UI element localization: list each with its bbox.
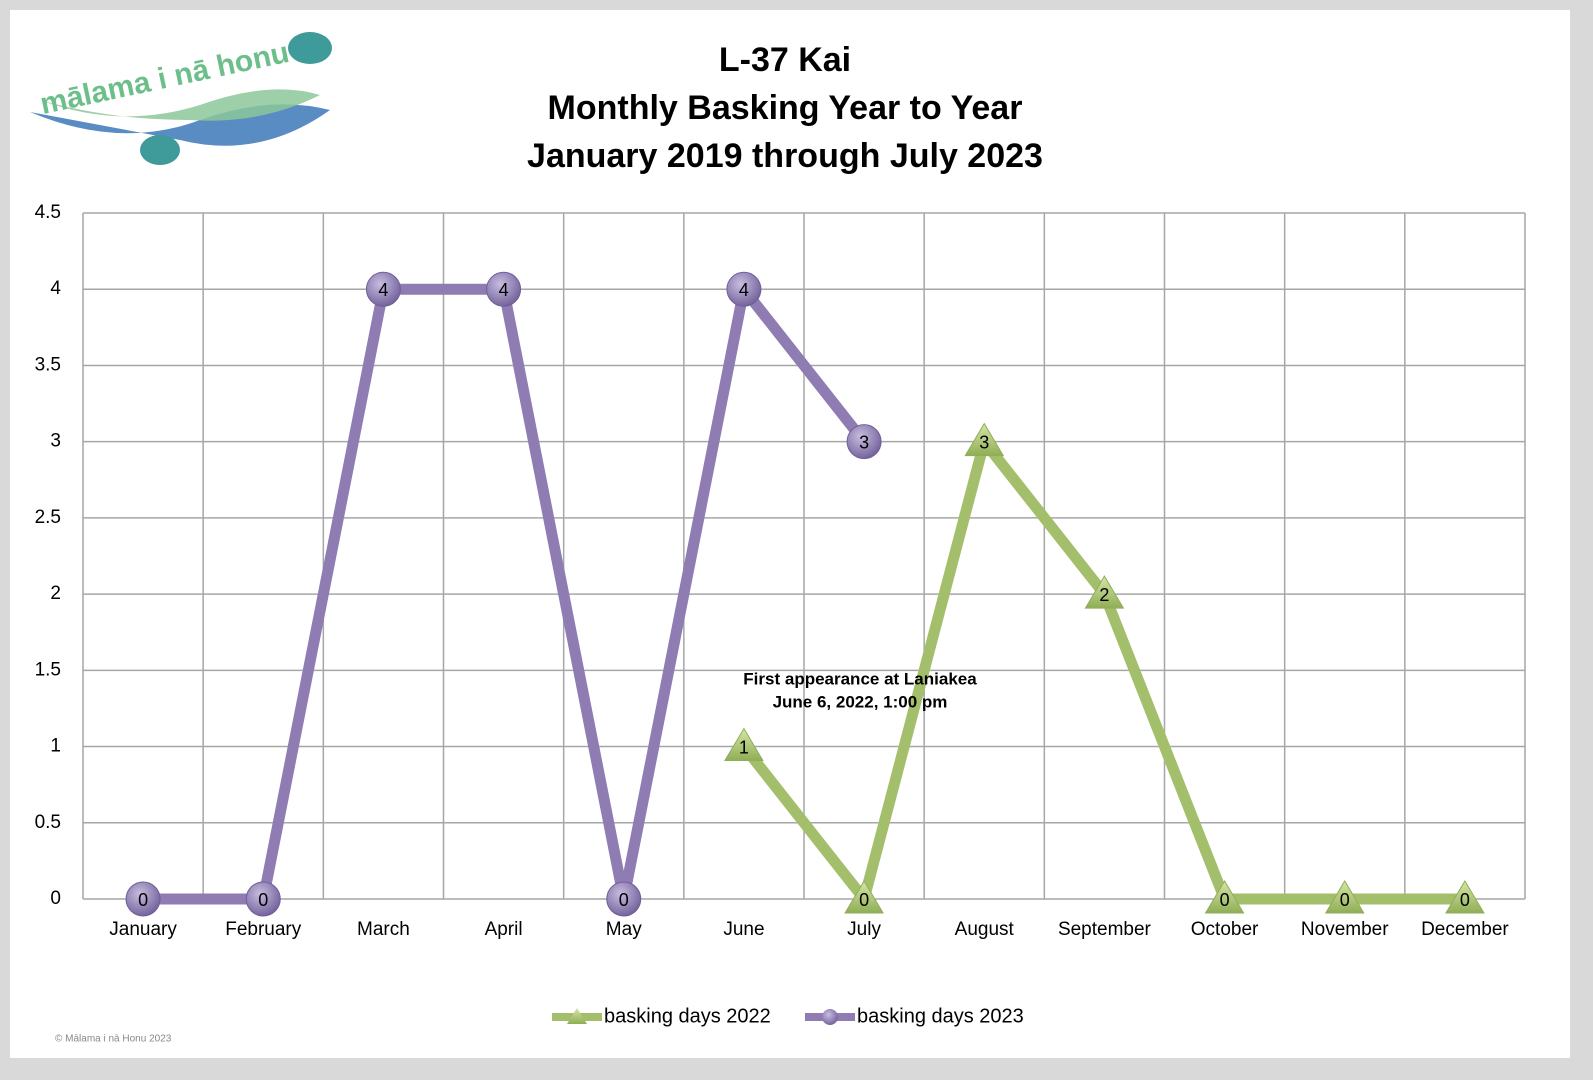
data-label: 0 [859, 890, 869, 910]
y-tick-label: 1 [50, 736, 61, 757]
footer: © Mālama i nā Honu 2023 [55, 1034, 172, 1045]
legend-label: basking days 2023 [857, 1005, 1024, 1027]
marker [846, 424, 882, 460]
x-tick-label: April [485, 919, 523, 940]
data-label: 4 [739, 280, 749, 300]
x-tick-label: November [1301, 919, 1389, 940]
y-tick-label: 3.5 [35, 354, 61, 375]
marker [1204, 880, 1245, 914]
marker [606, 881, 642, 917]
data-label: 4 [378, 280, 388, 300]
data-label: 0 [1340, 890, 1350, 910]
legend-marker [822, 1009, 838, 1025]
y-tick-label: 2 [50, 583, 61, 604]
marker [486, 271, 522, 307]
marker [125, 881, 161, 917]
y-tick-label: 3 [50, 431, 61, 452]
x-tick-label: October [1191, 919, 1259, 940]
x-tick-label: December [1421, 919, 1509, 940]
x-tick-label: July [847, 919, 881, 940]
legend-marker [567, 1008, 587, 1024]
x-tick-label: March [357, 919, 410, 940]
data-label: 1 [739, 737, 749, 757]
data-label: 3 [859, 432, 869, 452]
data-label: 2 [1099, 585, 1109, 605]
chart-title: January 2019 through July 2023 [527, 137, 1043, 175]
marker [964, 422, 1005, 457]
data-label: 4 [499, 280, 509, 300]
x-tick-label: August [955, 919, 1015, 940]
marker [245, 881, 281, 917]
data-label: 3 [979, 432, 989, 452]
x-tick-label: September [1058, 919, 1152, 940]
marker [1324, 880, 1365, 914]
marker [724, 727, 764, 762]
chart-title: L-37 Kai [719, 41, 851, 79]
x-tick-label: February [225, 919, 302, 940]
data-label: 0 [1460, 890, 1470, 910]
legend-label: basking days 2022 [604, 1005, 771, 1027]
marker [844, 880, 884, 914]
y-tick-label: 2.5 [35, 507, 61, 528]
x-tick-label: May [606, 919, 642, 940]
y-tick-label: 4.5 [35, 202, 61, 223]
y-tick-label: 0 [50, 888, 61, 909]
marker [365, 271, 401, 307]
y-tick-label: 1.5 [35, 659, 61, 680]
marker [726, 271, 762, 307]
x-tick-label: June [723, 919, 764, 940]
y-tick-label: 4 [50, 278, 61, 299]
data-label: 0 [138, 890, 148, 910]
data-label: 0 [258, 890, 268, 910]
marker [1084, 575, 1125, 609]
x-tick-label: January [109, 919, 177, 940]
y-tick-label: 0.5 [35, 812, 61, 833]
annotation: First appearance at Laniakea [743, 669, 977, 688]
marker [1445, 880, 1485, 914]
chart-title: Monthly Basking Year to Year [548, 89, 1023, 127]
data-label: 0 [619, 890, 629, 910]
data-label: 0 [1220, 890, 1230, 910]
annotation: June 6, 2022, 1:00 pm [773, 692, 948, 711]
